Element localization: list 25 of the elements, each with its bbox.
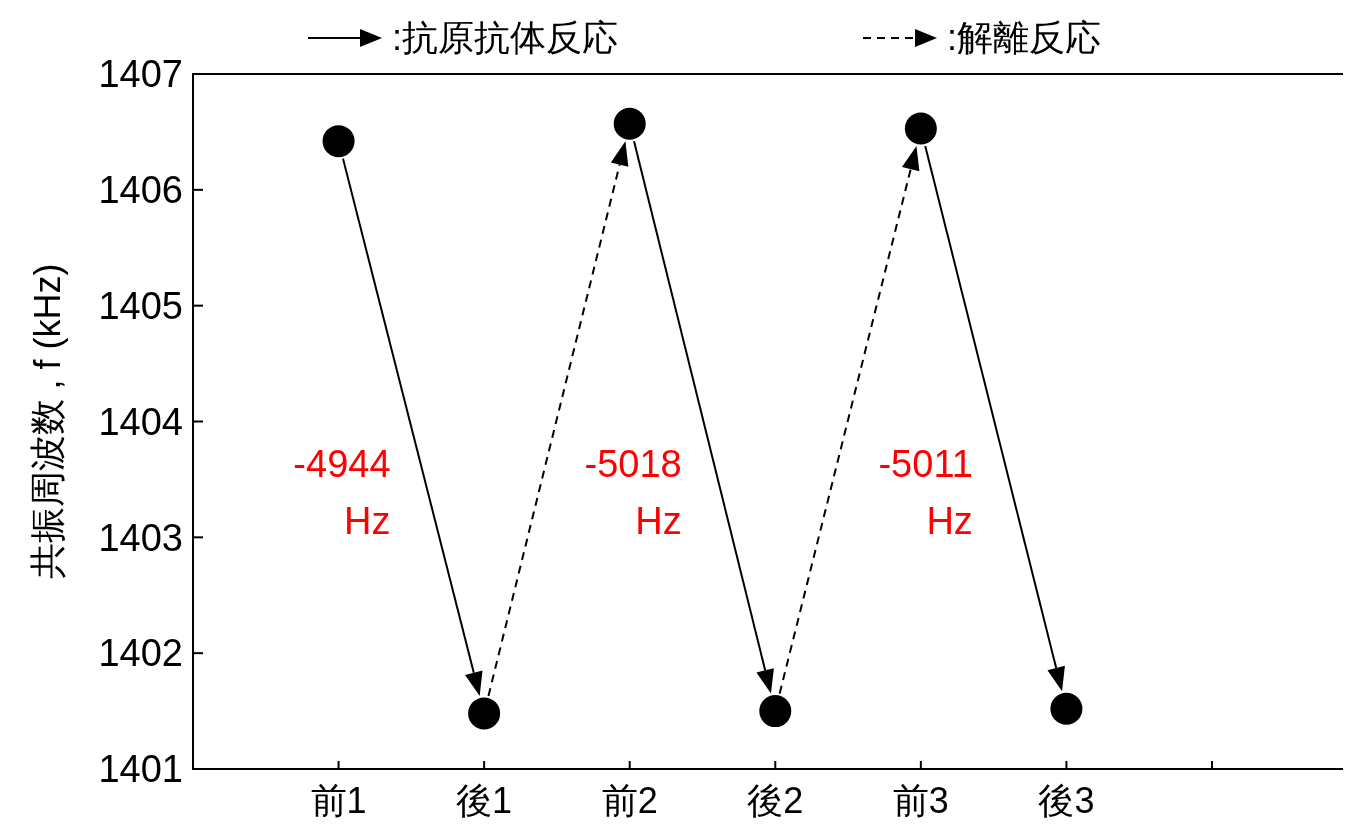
text: :抗原抗体反応 <box>392 17 619 58</box>
y-tick-label: 1401 <box>98 748 183 791</box>
point <box>1050 692 1083 725</box>
text: :解離反応 <box>947 17 1102 58</box>
annotation: -5018 Hz <box>584 443 682 543</box>
x-tick-label: 後1 <box>456 780 513 821</box>
x-tick-label: 前3 <box>892 780 949 821</box>
x-tick-label: 前2 <box>601 780 658 821</box>
annotation: -4944 Hz <box>293 443 391 543</box>
y-tick-label: 1404 <box>98 400 183 443</box>
y-tick-label: 1407 <box>98 53 183 96</box>
x-tick-label: 前1 <box>310 780 367 821</box>
y-axis-title: 共振周波数 , f (kHz) <box>27 263 68 580</box>
x-tick-label: 後3 <box>1038 780 1095 821</box>
point <box>904 112 937 145</box>
y-tick-label: 1402 <box>98 632 183 675</box>
point <box>613 107 646 140</box>
y-tick-label: 1406 <box>98 169 183 212</box>
y-tick-label: 1403 <box>98 516 183 559</box>
y-tick-label: 1405 <box>98 284 183 327</box>
point <box>759 695 792 728</box>
x-tick-label: 後2 <box>747 780 804 821</box>
point <box>468 697 501 730</box>
annotation: -5011 Hz <box>878 443 973 543</box>
point <box>322 125 355 158</box>
